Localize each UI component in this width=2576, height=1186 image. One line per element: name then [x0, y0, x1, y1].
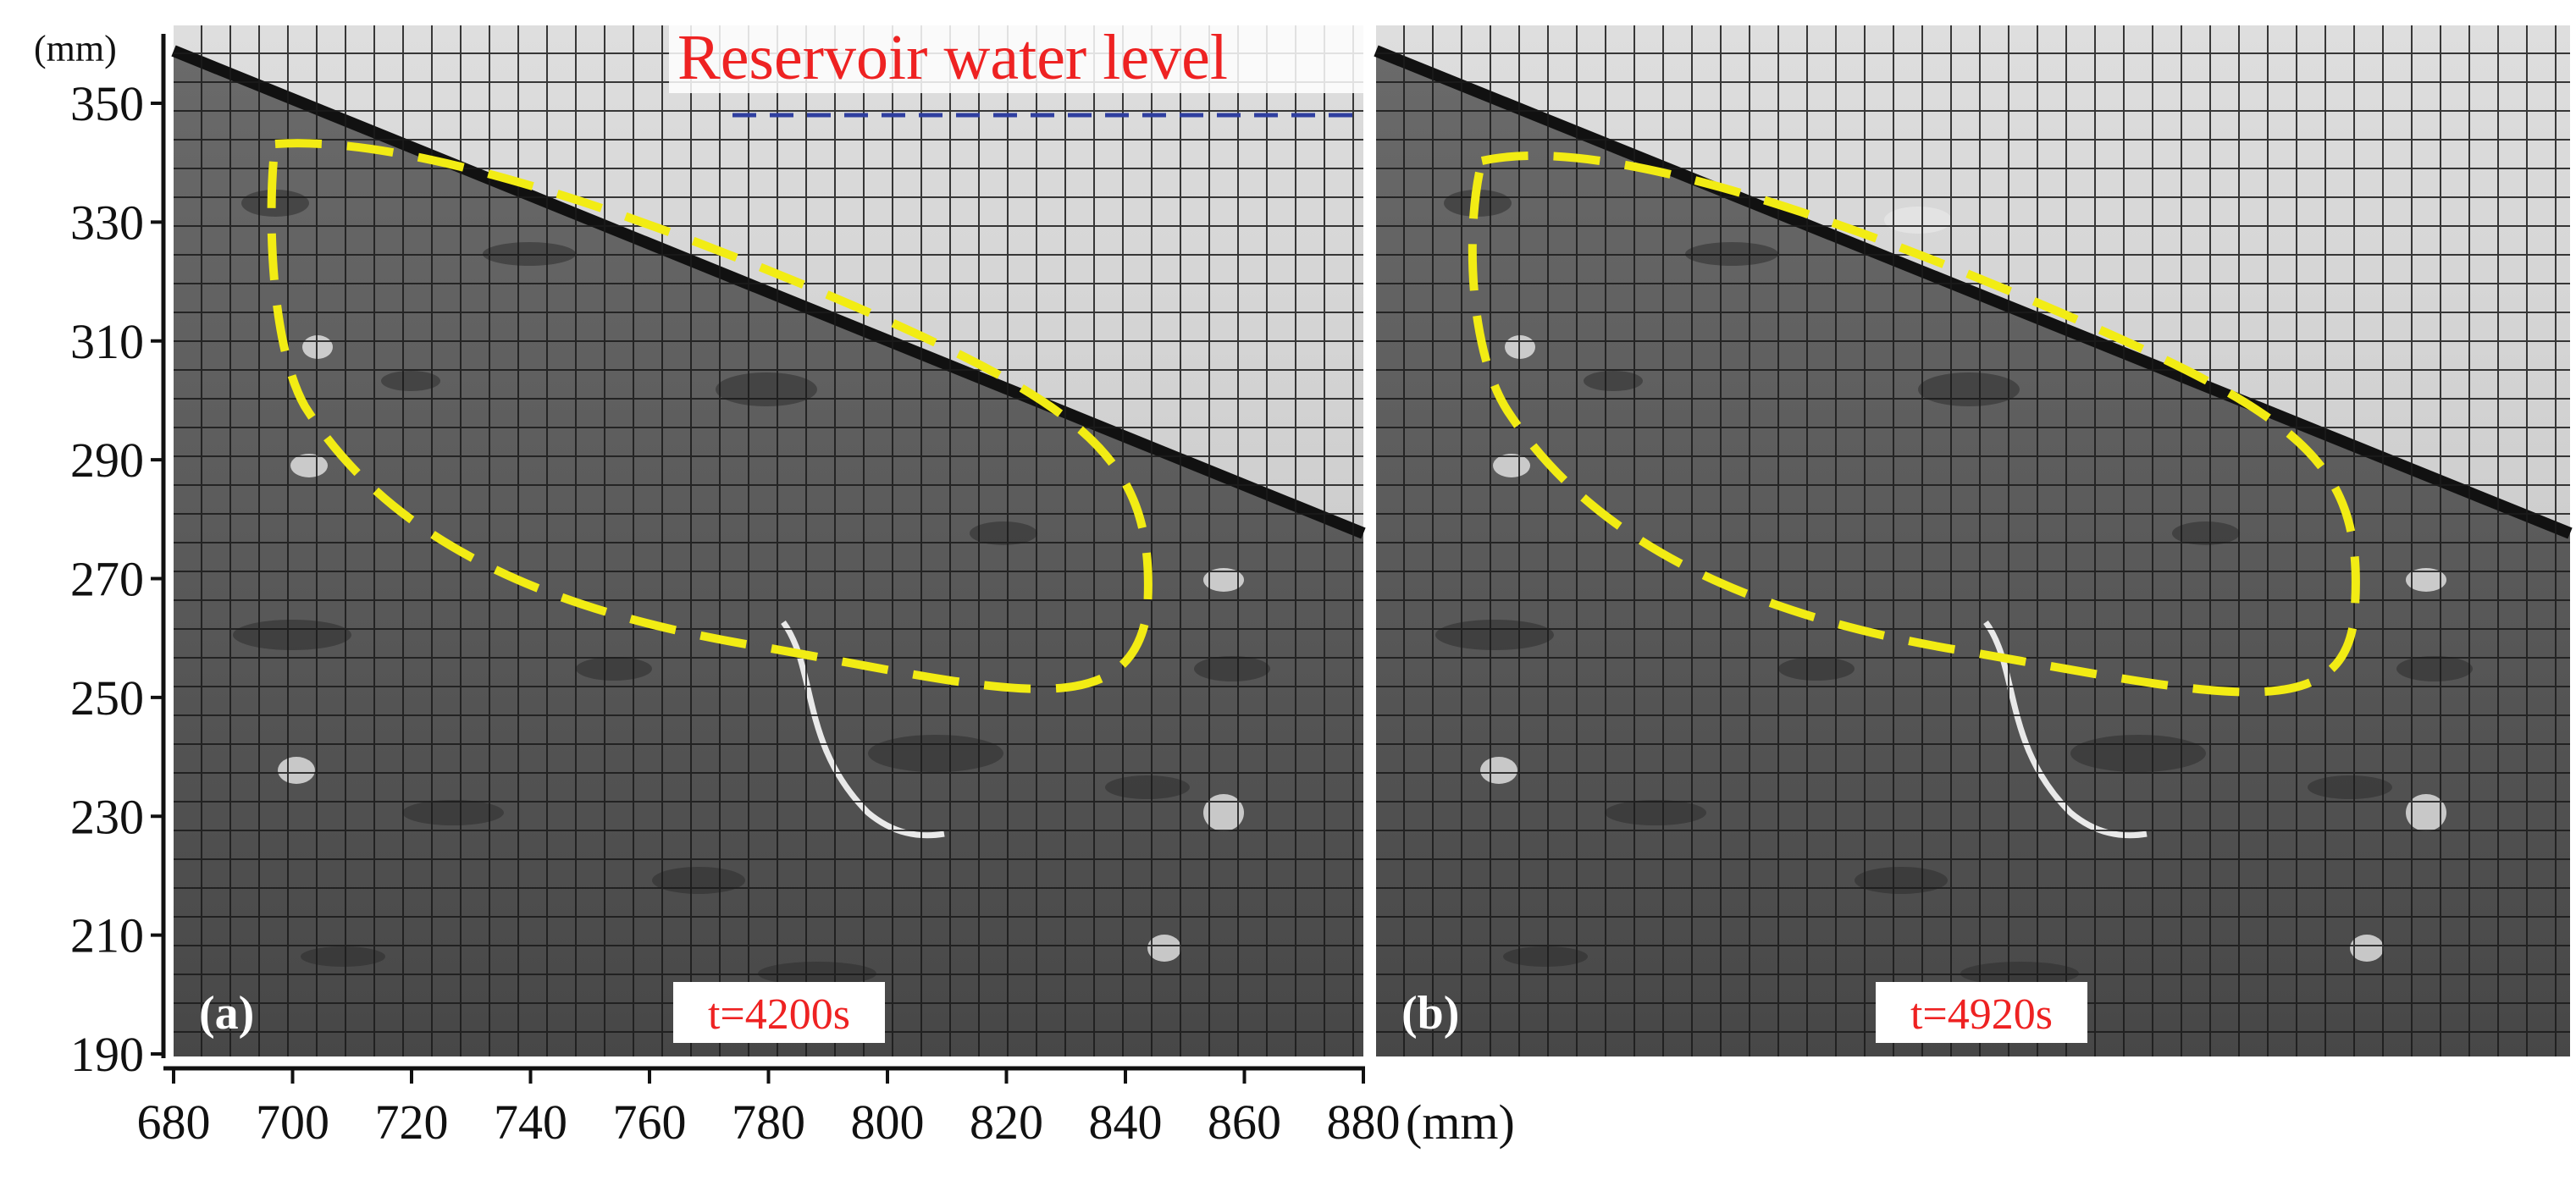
x-tick-label: 740 [494, 1095, 567, 1150]
panel-a: t=4200s (a) [171, 25, 1366, 1056]
panel-a-outline [267, 139, 1153, 693]
x-tick-label: 780 [732, 1095, 805, 1150]
y-tick-label: 310 [70, 314, 144, 369]
y-tick-label: 270 [70, 552, 144, 607]
reservoir-label-bg [669, 24, 1363, 93]
x-tick-label: 860 [1208, 1095, 1281, 1150]
y-tick-label: 250 [70, 670, 144, 725]
y-tick-label: 290 [70, 433, 144, 488]
y-tick-label: 190 [70, 1027, 144, 1082]
x-axis-unit: (mm) [1406, 1095, 1515, 1150]
panel-b-time-box [1876, 982, 2087, 1043]
panel-b: t=4920s (b) [1374, 25, 2573, 1056]
y-tick-label: 230 [70, 789, 144, 844]
panel-b-grid [1376, 25, 2570, 1056]
x-tick-label: 800 [851, 1095, 925, 1150]
x-tick-label: 820 [970, 1095, 1043, 1150]
panel-a-label: (a) [199, 987, 254, 1040]
y-axis-unit: (mm) [34, 28, 117, 69]
panel-b-outline [1468, 151, 2360, 697]
panel-a-time-box [673, 982, 885, 1043]
x-tick-label: 760 [613, 1095, 687, 1150]
y-axis-ticks: 350 330 310 290 270 250 230 210 190 [70, 76, 163, 1082]
panel-a-time: t=4200s [708, 990, 850, 1039]
x-tick-label: 840 [1089, 1095, 1163, 1150]
panel-b-time: t=4920s [1910, 990, 2053, 1039]
x-tick-label: 700 [256, 1095, 329, 1150]
y-tick-label: 210 [70, 908, 144, 963]
x-tick-label: 680 [137, 1095, 211, 1150]
x-axis-ticks: 680 700 720 740 760 780 800 820 840 860 880 [137, 1068, 1401, 1150]
reservoir-label: Reservoir water level [677, 22, 1228, 93]
panel-a-grid [174, 25, 1363, 1056]
panel-b-label: (b) [1401, 987, 1459, 1040]
x-tick-label: 720 [375, 1095, 449, 1150]
y-tick-label: 330 [70, 195, 144, 250]
x-tick-label: 880 [1327, 1095, 1401, 1150]
y-tick-label: 350 [70, 76, 144, 131]
